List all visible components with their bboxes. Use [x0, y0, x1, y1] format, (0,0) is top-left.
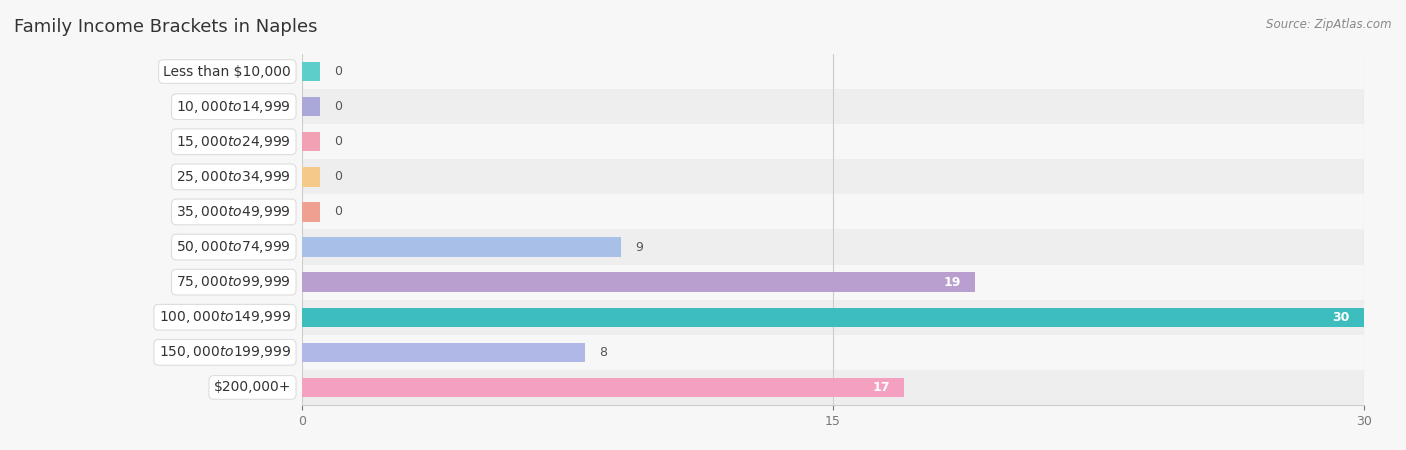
Text: 0: 0: [335, 206, 342, 218]
Bar: [302, 132, 321, 151]
Text: $25,000 to $34,999: $25,000 to $34,999: [176, 169, 291, 185]
Bar: [302, 194, 1364, 230]
Bar: [302, 343, 585, 362]
Bar: [302, 89, 1364, 124]
Text: $35,000 to $49,999: $35,000 to $49,999: [176, 204, 291, 220]
Text: $50,000 to $74,999: $50,000 to $74,999: [176, 239, 291, 255]
Text: 0: 0: [335, 171, 342, 183]
Bar: [302, 308, 1364, 327]
Bar: [302, 167, 321, 186]
Text: 8: 8: [599, 346, 607, 359]
Bar: [302, 124, 1364, 159]
Text: 0: 0: [335, 65, 342, 78]
Bar: [302, 202, 321, 221]
Text: 30: 30: [1333, 311, 1350, 324]
Bar: [302, 97, 321, 116]
Text: 0: 0: [335, 100, 342, 113]
Bar: [302, 238, 621, 256]
Text: 17: 17: [872, 381, 890, 394]
Bar: [302, 159, 1364, 194]
Text: $15,000 to $24,999: $15,000 to $24,999: [176, 134, 291, 150]
Text: Less than $10,000: Less than $10,000: [163, 64, 291, 79]
Bar: [302, 335, 1364, 370]
Bar: [302, 230, 1364, 265]
Text: Family Income Brackets in Naples: Family Income Brackets in Naples: [14, 18, 318, 36]
Text: 19: 19: [943, 276, 960, 288]
Bar: [302, 370, 1364, 405]
Text: $150,000 to $199,999: $150,000 to $199,999: [159, 344, 291, 360]
Text: 0: 0: [335, 135, 342, 148]
Text: 9: 9: [636, 241, 643, 253]
Bar: [302, 378, 904, 397]
Bar: [302, 300, 1364, 335]
Text: $10,000 to $14,999: $10,000 to $14,999: [176, 99, 291, 115]
Bar: [302, 54, 1364, 89]
Bar: [302, 265, 1364, 300]
Bar: [302, 62, 321, 81]
Bar: [302, 273, 974, 292]
Text: $100,000 to $149,999: $100,000 to $149,999: [159, 309, 291, 325]
Text: $200,000+: $200,000+: [214, 380, 291, 395]
Text: Source: ZipAtlas.com: Source: ZipAtlas.com: [1267, 18, 1392, 31]
Text: $75,000 to $99,999: $75,000 to $99,999: [176, 274, 291, 290]
